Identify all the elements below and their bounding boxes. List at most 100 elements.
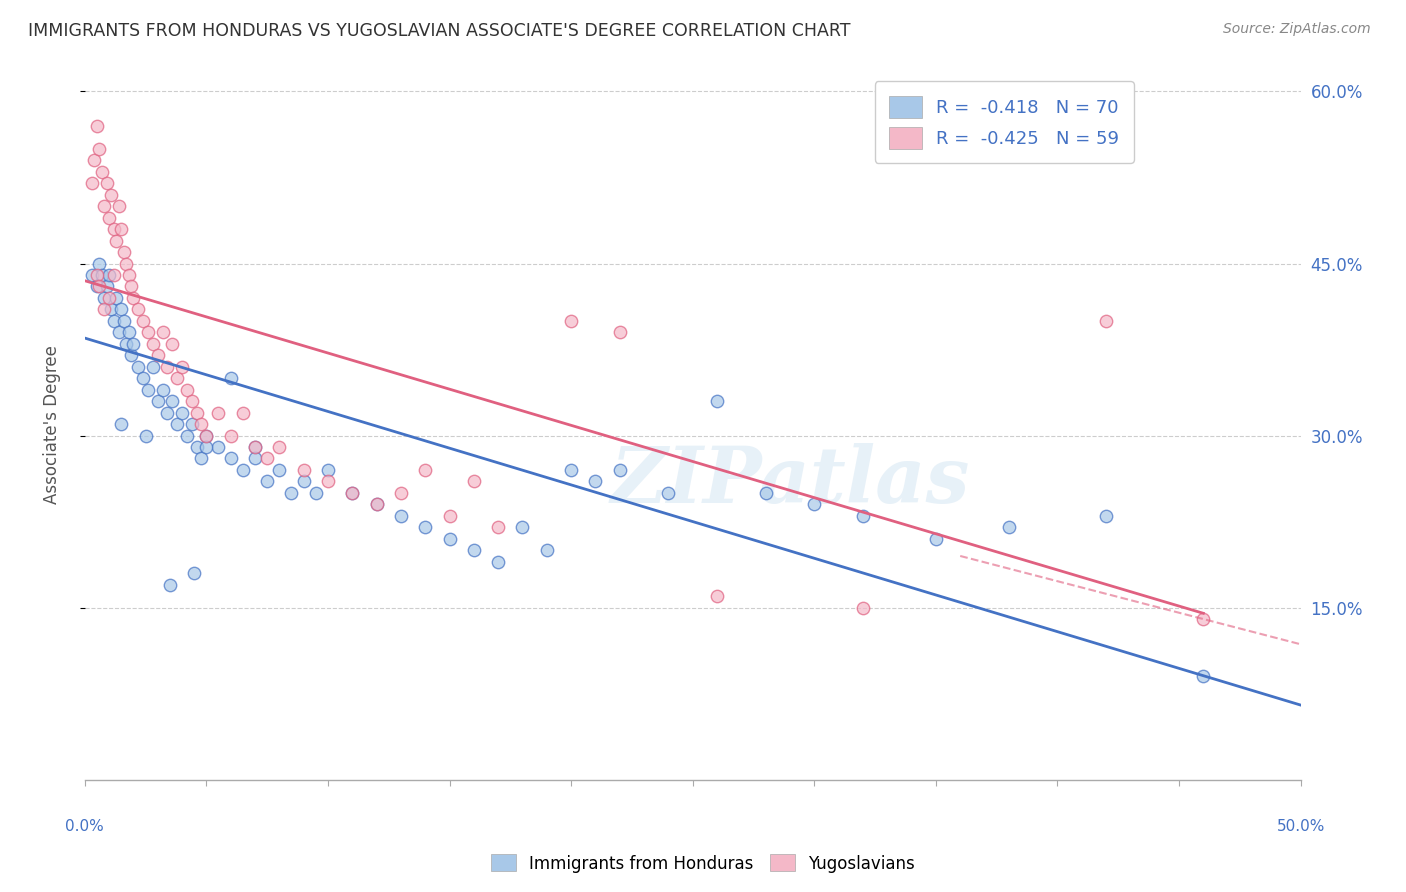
- Point: [89, 142, 111, 156]
- Point: [232, 463, 254, 477]
- Point: [560, 314, 582, 328]
- Point: [219, 428, 242, 442]
- Point: [90, 268, 112, 282]
- Point: [166, 371, 188, 385]
- Point: [110, 222, 132, 236]
- Point: [146, 394, 169, 409]
- Point: [132, 314, 155, 328]
- Text: ZIPatlas: ZIPatlas: [610, 442, 970, 519]
- Point: [256, 451, 278, 466]
- Point: [256, 475, 278, 489]
- Point: [413, 463, 436, 477]
- Point: [486, 520, 509, 534]
- Point: [112, 245, 135, 260]
- Point: [560, 463, 582, 477]
- Point: [269, 463, 291, 477]
- Point: [657, 486, 679, 500]
- Point: [583, 475, 606, 489]
- Point: [93, 199, 115, 213]
- Point: [195, 428, 218, 442]
- Point: [219, 371, 242, 385]
- Point: [186, 440, 208, 454]
- Point: [120, 348, 142, 362]
- Point: [219, 451, 242, 466]
- Point: [96, 279, 118, 293]
- Point: [170, 406, 193, 420]
- Point: [706, 589, 728, 603]
- Point: [1095, 314, 1118, 328]
- Point: [342, 486, 364, 500]
- Legend: R =  -0.418   N = 70, R =  -0.425   N = 59: R = -0.418 N = 70, R = -0.425 N = 59: [875, 81, 1133, 163]
- Point: [342, 486, 364, 500]
- Point: [195, 440, 218, 454]
- Point: [292, 475, 315, 489]
- Point: [536, 543, 558, 558]
- Point: [180, 417, 202, 431]
- Point: [136, 383, 159, 397]
- Point: [269, 440, 291, 454]
- Point: [93, 291, 115, 305]
- Point: [98, 268, 121, 282]
- Point: [609, 463, 631, 477]
- Text: Source: ZipAtlas.com: Source: ZipAtlas.com: [1223, 22, 1371, 37]
- Point: [89, 256, 111, 270]
- Point: [156, 359, 179, 374]
- Point: [115, 256, 138, 270]
- Point: [998, 520, 1021, 534]
- Point: [316, 463, 339, 477]
- Point: [243, 451, 266, 466]
- Point: [166, 417, 188, 431]
- Legend: Immigrants from Honduras, Yugoslavians: Immigrants from Honduras, Yugoslavians: [484, 847, 922, 880]
- Point: [142, 359, 165, 374]
- Point: [162, 394, 184, 409]
- Point: [366, 497, 388, 511]
- Point: [86, 119, 108, 133]
- Point: [80, 176, 103, 190]
- Point: [107, 199, 129, 213]
- Point: [706, 394, 728, 409]
- Point: [100, 187, 122, 202]
- Point: [110, 302, 132, 317]
- Point: [243, 440, 266, 454]
- Point: [463, 543, 485, 558]
- Point: [117, 326, 139, 340]
- Point: [146, 348, 169, 362]
- Point: [127, 302, 149, 317]
- Point: [190, 451, 212, 466]
- Point: [1192, 669, 1215, 683]
- Point: [120, 279, 142, 293]
- Point: [366, 497, 388, 511]
- Point: [98, 211, 121, 225]
- Point: [207, 406, 229, 420]
- Point: [180, 394, 202, 409]
- Text: IMMIGRANTS FROM HONDURAS VS YUGOSLAVIAN ASSOCIATE'S DEGREE CORRELATION CHART: IMMIGRANTS FROM HONDURAS VS YUGOSLAVIAN …: [28, 22, 851, 40]
- Point: [316, 475, 339, 489]
- Point: [112, 314, 135, 328]
- Point: [152, 383, 174, 397]
- Point: [170, 359, 193, 374]
- Point: [86, 279, 108, 293]
- Point: [183, 566, 205, 581]
- Point: [1192, 612, 1215, 626]
- Point: [105, 234, 128, 248]
- Y-axis label: Associate's Degree: Associate's Degree: [44, 344, 60, 503]
- Point: [136, 326, 159, 340]
- Point: [115, 336, 138, 351]
- Point: [176, 428, 198, 442]
- Point: [162, 336, 184, 351]
- Point: [512, 520, 534, 534]
- Point: [142, 336, 165, 351]
- Point: [803, 497, 825, 511]
- Point: [243, 440, 266, 454]
- Point: [86, 268, 108, 282]
- Point: [195, 428, 218, 442]
- Point: [609, 326, 631, 340]
- Point: [90, 165, 112, 179]
- Point: [280, 486, 302, 500]
- Point: [80, 268, 103, 282]
- Point: [152, 326, 174, 340]
- Point: [127, 359, 149, 374]
- Point: [486, 555, 509, 569]
- Point: [852, 508, 875, 523]
- Point: [100, 302, 122, 317]
